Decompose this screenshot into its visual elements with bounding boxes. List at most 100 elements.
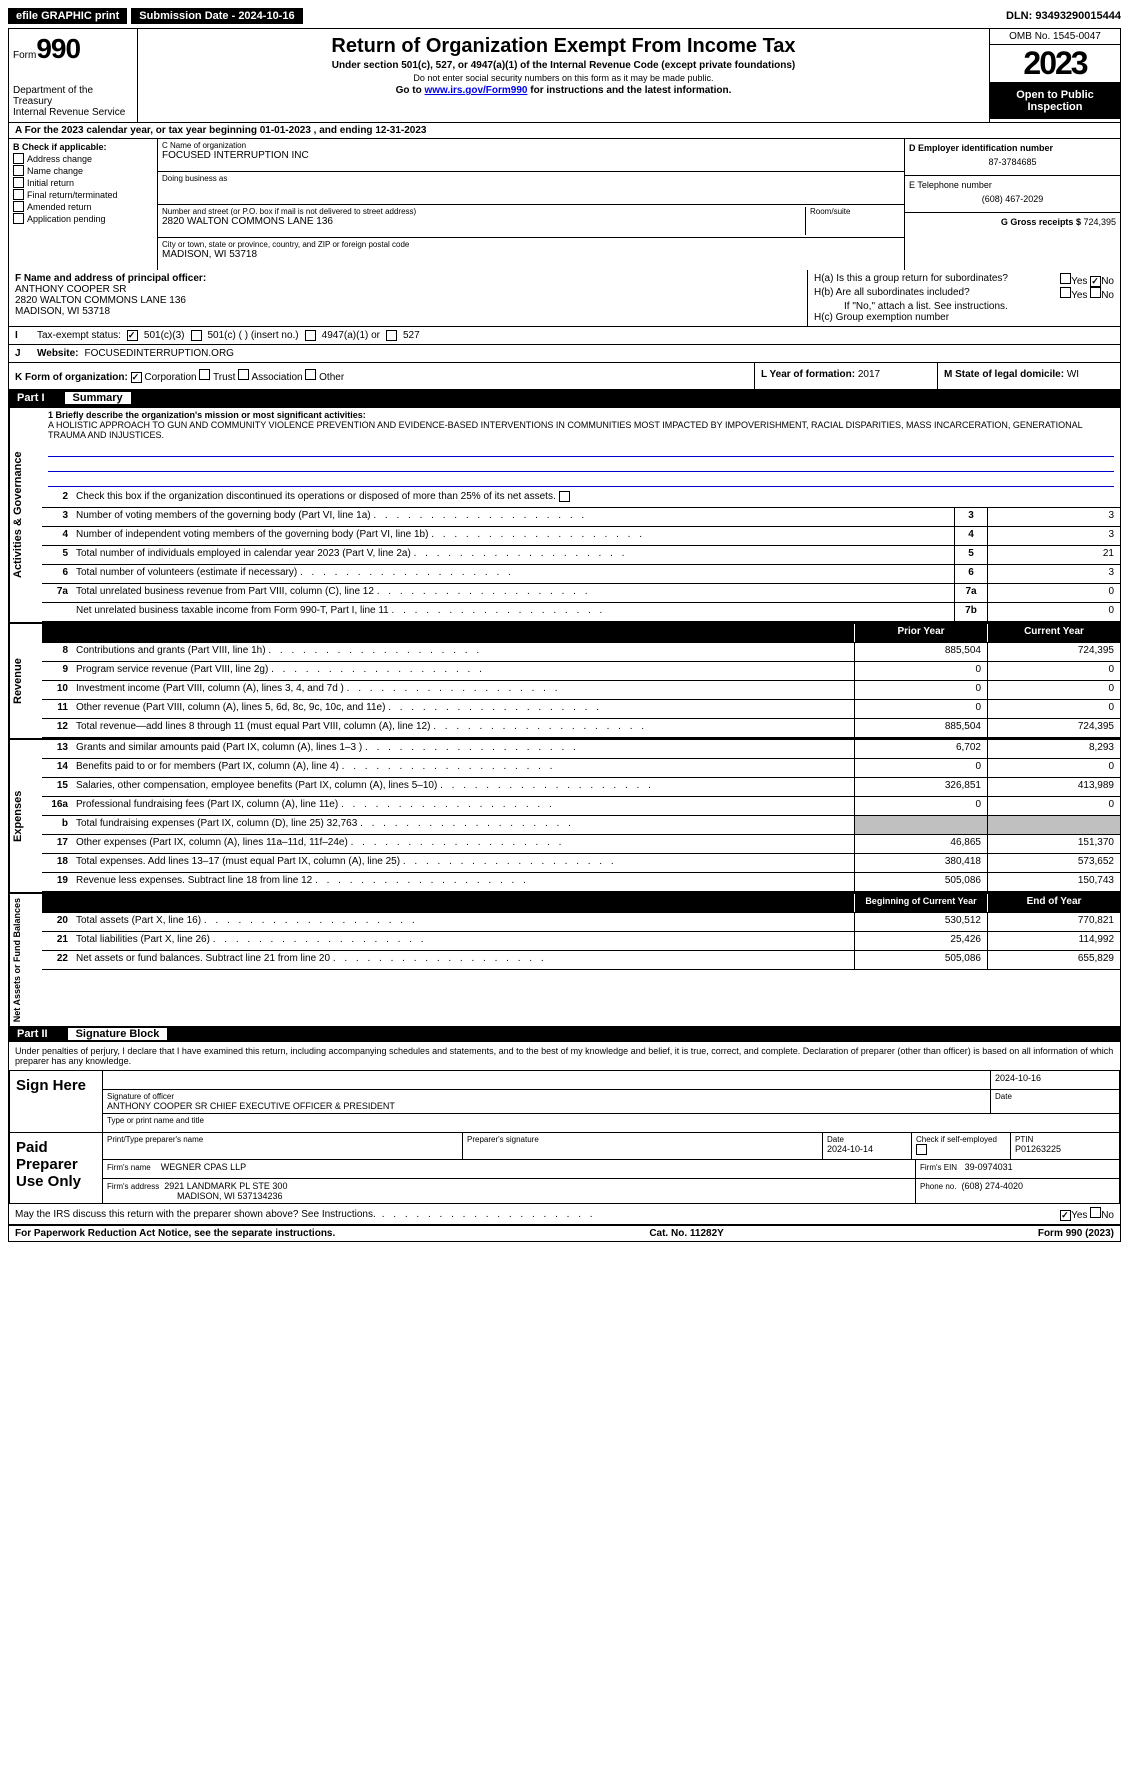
boy-header-row: Beginning of Current Year End of Year [42, 894, 1120, 913]
officer-sig-row: Signature of officer ANTHONY COOPER SR C… [103, 1090, 1119, 1114]
phone-value: (608) 467-2029 [909, 194, 1116, 204]
trust-text: Trust [213, 372, 235, 383]
line-num: 3 [42, 508, 72, 526]
line-text: Benefits paid to or for members (Part IX… [72, 759, 854, 777]
colb-checkbox[interactable] [13, 201, 24, 212]
form-header: Form990 Department of the Treasury Inter… [9, 29, 1120, 123]
discuss-no: No [1101, 1210, 1114, 1221]
officer-label: F Name and address of principal officer: [15, 273, 801, 284]
line-num: 18 [42, 854, 72, 872]
summary-line: 14Benefits paid to or for members (Part … [42, 759, 1120, 778]
other-checkbox[interactable] [305, 369, 316, 380]
ptin-value: P01263225 [1015, 1144, 1115, 1154]
dba-label: Doing business as [162, 174, 900, 183]
city-row: City or town, state or province, country… [158, 238, 904, 270]
type-name-row: Type or print name and title [103, 1114, 1119, 1132]
4947-checkbox[interactable] [305, 330, 316, 341]
gross-label: G Gross receipts $ [1001, 217, 1084, 227]
line-text: Grants and similar amounts paid (Part IX… [72, 740, 854, 758]
colb-checkbox[interactable] [13, 177, 24, 188]
header-left: Form990 Department of the Treasury Inter… [9, 29, 138, 122]
city-value: MADISON, WI 53718 [162, 249, 900, 260]
line-text: Number of voting members of the governin… [72, 508, 954, 526]
colb-checkbox[interactable] [13, 165, 24, 176]
line-2-checkbox[interactable] [559, 491, 570, 502]
sign-here-table: Sign Here 2024-10-16 Signature of office… [9, 1070, 1120, 1133]
colb-item: Initial return [13, 177, 153, 188]
colb-checkbox[interactable] [13, 213, 24, 224]
trust-checkbox[interactable] [199, 369, 210, 380]
part-2-title: Signature Block [68, 1028, 168, 1040]
colb-checkbox[interactable] [13, 189, 24, 200]
line-2: 2 Check this box if the organization dis… [42, 489, 1120, 508]
prep-name-label: Print/Type preparer's name [103, 1133, 463, 1159]
mission-label: 1 Briefly describe the organization's mi… [42, 408, 1120, 442]
current-val: 0 [987, 797, 1120, 815]
firm-ein-label: Firm's EIN [920, 1163, 957, 1172]
ptin-label: PTIN [1015, 1135, 1115, 1144]
top-bar: efile GRAPHIC print Submission Date - 20… [8, 8, 1121, 24]
prior-val: 46,865 [854, 835, 987, 853]
summary-line: 15Salaries, other compensation, employee… [42, 778, 1120, 797]
line-val: 0 [987, 603, 1120, 621]
firm-addr2-value: MADISON, WI 537134236 [107, 1191, 283, 1201]
dba-row: Doing business as [158, 172, 904, 205]
firm-name-cell: Firm's name WEGNER CPAS LLP [103, 1160, 916, 1178]
form-990-label: Form 990 (2023) [1038, 1228, 1114, 1239]
row-klm: K Form of organization: Corporation Trus… [9, 363, 1120, 390]
line-box: 4 [954, 527, 987, 545]
irs-link[interactable]: www.irs.gov/Form990 [424, 85, 527, 96]
room-label: Room/suite [810, 207, 900, 216]
discuss-yes-checkbox[interactable] [1060, 1210, 1071, 1221]
ha-no-checkbox[interactable] [1090, 276, 1101, 287]
paid-preparer-table: Paid Preparer Use Only Print/Type prepar… [9, 1133, 1120, 1204]
current-val: 150,743 [987, 873, 1120, 891]
col-b-header: B Check if applicable: [13, 142, 153, 152]
assoc-checkbox[interactable] [238, 369, 249, 380]
colb-text: Address change [27, 154, 92, 164]
efile-badge: efile GRAPHIC print [8, 8, 127, 24]
current-val: 655,829 [987, 951, 1120, 969]
ein-row: D Employer identification number 87-3784… [905, 139, 1120, 176]
501c-other-checkbox[interactable] [191, 330, 202, 341]
net-assets-section: Net Assets or Fund Balances Beginning of… [9, 892, 1120, 1026]
officer-addr1: 2820 WALTON COMMONS LANE 136 [15, 295, 801, 306]
rev-content: Prior Year Current Year 8Contributions a… [42, 624, 1120, 738]
discuss-yesno: Yes No [1060, 1207, 1114, 1221]
501c3-checkbox[interactable] [127, 330, 138, 341]
omb-number: OMB No. 1545-0047 [990, 29, 1120, 45]
colb-checkbox[interactable] [13, 153, 24, 164]
firm-ein-value: 39-0974031 [965, 1162, 1013, 1172]
line-text: Total liabilities (Part X, line 26) [72, 932, 854, 950]
hb-no-checkbox[interactable] [1090, 287, 1101, 298]
form-subtitle-3: Go to www.irs.gov/Form990 for instructio… [146, 85, 981, 96]
line-num: 11 [42, 700, 72, 718]
m-label: M State of legal domicile: [944, 369, 1067, 380]
line-num: 12 [42, 719, 72, 737]
ha-yes-checkbox[interactable] [1060, 273, 1071, 284]
self-employed-checkbox[interactable] [916, 1144, 927, 1155]
row-m-state: M State of legal domicile: WI [938, 363, 1120, 389]
officer-sig-name: ANTHONY COOPER SR CHIEF EXECUTIVE OFFICE… [107, 1101, 986, 1111]
discuss-yes: Yes [1071, 1210, 1087, 1221]
hb-yes-checkbox[interactable] [1060, 287, 1071, 298]
website-value: FOCUSEDINTERRUPTION.ORG [85, 348, 234, 359]
revenue-section: Revenue Prior Year Current Year 8Contrib… [9, 622, 1120, 738]
hb-label: H(b) Are all subordinates included? [814, 287, 970, 301]
line-text: Total assets (Part X, line 16) [72, 913, 854, 931]
addr-row: Number and street (or P.O. box if mail i… [158, 205, 904, 238]
summary-line: 8Contributions and grants (Part VIII, li… [42, 643, 1120, 662]
current-val: 0 [987, 759, 1120, 777]
prep-date-value: 2024-10-14 [827, 1144, 907, 1154]
exp-content: 13Grants and similar amounts paid (Part … [42, 740, 1120, 892]
summary-line: bTotal fundraising expenses (Part IX, co… [42, 816, 1120, 835]
summary-line: 19Revenue less expenses. Subtract line 1… [42, 873, 1120, 892]
prior-val: 885,504 [854, 719, 987, 737]
527-checkbox[interactable] [386, 330, 397, 341]
part-2-header: Part II Signature Block [9, 1026, 1120, 1042]
dln-label: DLN: 93493290015444 [1006, 10, 1121, 22]
discuss-text: May the IRS discuss this return with the… [15, 1209, 376, 1220]
corp-checkbox[interactable] [131, 372, 142, 383]
line-2-text: Check this box if the organization disco… [72, 489, 1120, 507]
discuss-no-checkbox[interactable] [1090, 1207, 1101, 1218]
